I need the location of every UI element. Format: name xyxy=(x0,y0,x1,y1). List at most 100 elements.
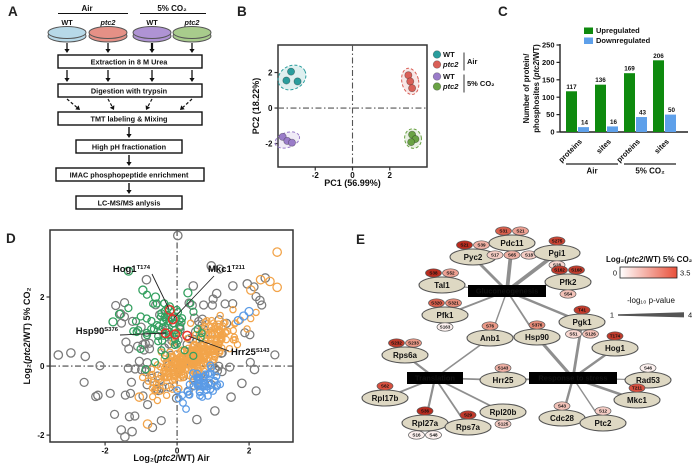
y-axis-title: PC2 (18.22%) xyxy=(251,78,261,135)
pca-point xyxy=(287,67,295,76)
network-hub-response-to-stress: Response to stress xyxy=(529,372,617,384)
x-tick-label: 0 xyxy=(350,171,355,180)
svg-text:S38: S38 xyxy=(429,271,438,276)
y-tick-label: 250 xyxy=(542,41,555,50)
svg-text:Hsp90: Hsp90 xyxy=(525,333,550,342)
svg-text:S18: S18 xyxy=(525,253,534,258)
svg-text:S39: S39 xyxy=(477,243,486,248)
step-label: Extraction in 8 M Urea xyxy=(91,57,169,66)
x-category-label: sites xyxy=(594,137,612,155)
step-label: LC-MS/MS anlysis xyxy=(98,198,161,207)
condition-header: Air xyxy=(81,4,92,13)
svg-text:Pfk2: Pfk2 xyxy=(560,278,577,287)
svg-text:Hrr25: Hrr25 xyxy=(493,376,514,385)
annotation-line xyxy=(173,275,215,319)
legend-label: ptc2 xyxy=(442,60,459,69)
legend-marker xyxy=(432,82,442,91)
svg-text:Rpl20b: Rpl20b xyxy=(490,408,517,417)
network-node-rpl17b: Rpl17b S62 xyxy=(361,381,409,407)
flow-arrowhead xyxy=(105,49,111,53)
legend-condition-label: 5% CO₂ xyxy=(467,79,495,88)
petri-dish-lid xyxy=(47,26,87,39)
flow-arrowhead xyxy=(149,78,155,82)
outlier-points xyxy=(134,247,283,429)
network-node-tal1: Tal1 S38 S52 xyxy=(418,268,466,294)
width-scale-min: 1 xyxy=(610,311,614,320)
svg-text:S321: S321 xyxy=(448,301,459,306)
network-node-rps6a: Rps6a S232 S233 xyxy=(381,338,429,364)
svg-text:Ptc2: Ptc2 xyxy=(595,419,612,428)
flow-arrow xyxy=(182,98,193,108)
panel-d-scatter-plot: D -2 0 2 2 0 -2 Log₂(ptc2/WT) Air Log₂(ptc2/WT)… xyxy=(6,229,294,463)
bar-upregulated xyxy=(624,73,635,132)
condition-group-label: Air xyxy=(586,167,597,176)
annotation-line xyxy=(151,273,170,310)
y-tick-label: 50 xyxy=(546,110,554,119)
svg-text:S12: S12 xyxy=(599,409,608,414)
pca-cluster-ptc2-air xyxy=(401,67,420,96)
network-node-hrr25: Hrr25 S143 xyxy=(479,363,527,389)
outlier-points xyxy=(108,266,193,327)
flow-arrowhead xyxy=(64,78,70,82)
flow-arrowhead xyxy=(126,190,132,194)
x-category-label: sites xyxy=(652,137,670,155)
svg-text:Cdc28: Cdc28 xyxy=(550,414,575,423)
svg-text:S320: S320 xyxy=(431,301,442,306)
y-tick-label: 0 xyxy=(268,104,273,113)
pca-point xyxy=(278,132,287,141)
legend-marker xyxy=(432,72,442,81)
edge-response-to-stress-pgk1 xyxy=(571,320,584,380)
flow-arrowhead xyxy=(145,105,151,110)
x-tick-label: -2 xyxy=(312,171,320,180)
annotation-label: Mkc1T211 xyxy=(208,264,246,275)
outlier-points xyxy=(53,231,271,441)
cluster-air-down-blue xyxy=(173,361,225,413)
bar-value-upregulated: 206 xyxy=(653,53,664,60)
bar-downregulated xyxy=(665,114,676,132)
panel-d-label: D xyxy=(6,231,16,246)
svg-text:Translation: Translation xyxy=(415,374,455,383)
pca-point xyxy=(293,77,302,86)
x-category-label: proteins xyxy=(615,137,642,164)
network-node-rpl20b: Rpl20b S125 xyxy=(479,403,527,429)
pca-cluster-wt-air xyxy=(277,64,307,91)
svg-text:Response to stress: Response to stress xyxy=(538,374,607,383)
svg-text:S29: S29 xyxy=(464,413,473,418)
annotation-line xyxy=(187,335,230,352)
network-legend: Log₂(ptc2/WT) 5% CO₂ 0 3.5 -log₁₀ p-value 1 4 xyxy=(606,255,693,320)
svg-text:Pgk1: Pgk1 xyxy=(572,318,592,327)
svg-text:Pyc2: Pyc2 xyxy=(464,253,483,262)
sample-label: ptc2 xyxy=(99,18,115,27)
panel-a-label: A xyxy=(8,4,18,19)
svg-text:S126: S126 xyxy=(585,332,596,337)
bar-upregulated xyxy=(653,60,664,133)
svg-text:S162: S162 xyxy=(554,268,565,273)
bar-value-upregulated: 136 xyxy=(595,77,606,84)
flow-arrowhead xyxy=(64,49,70,53)
cluster-shared-orange xyxy=(138,305,260,405)
step-label: Digestion with trypsin xyxy=(91,86,167,95)
network-node-pyc2: Pyc2 S21 S39 xyxy=(449,240,497,266)
x-axis-title: PC1 (56.99%) xyxy=(324,178,381,188)
pca-point xyxy=(407,138,416,147)
svg-text:S36: S36 xyxy=(421,409,430,414)
svg-text:S376: S376 xyxy=(532,323,543,328)
color-scale-title: Log₂(ptc2/WT) 5% CO₂ xyxy=(606,255,693,264)
y-tick-label: 0 xyxy=(550,128,554,137)
width-scale-wedge xyxy=(618,312,684,318)
panel-e-network: E Pyc2 S21 S39 Pdc11 S31 S21 S17 S65 S18 Pgi1 S275… xyxy=(356,226,693,440)
bar-upregulated xyxy=(566,91,577,132)
flow-arrowhead xyxy=(189,49,195,53)
pca-point xyxy=(408,84,417,93)
step-label: TMT labeling & Mixing xyxy=(90,114,167,123)
y-tick-label: 100 xyxy=(542,93,555,102)
svg-text:T174: T174 xyxy=(610,334,621,339)
svg-text:Rps6a: Rps6a xyxy=(393,351,418,360)
legend-label: Upregulated xyxy=(596,26,640,35)
legend-condition-label: Air xyxy=(467,57,478,66)
annotation-label: Hog1T174 xyxy=(113,264,151,275)
y-axis-title: Log₂(ptc2/WT) 5% CO₂ xyxy=(22,287,32,384)
network-node-pfk2: Pfk2 S162 S168 S54 xyxy=(544,265,592,299)
